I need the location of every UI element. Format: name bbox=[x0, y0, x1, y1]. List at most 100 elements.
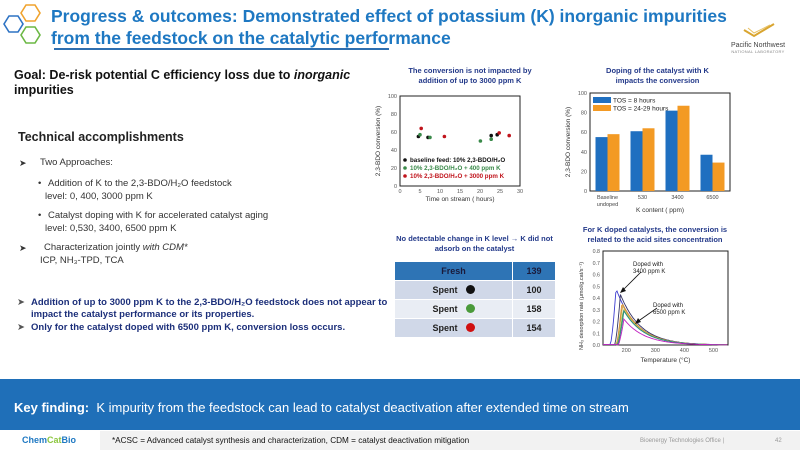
footnote: *ACSC = Advanced catalyst synthesis and … bbox=[112, 436, 470, 445]
annotation-arrow bbox=[636, 307, 658, 323]
arrow-bullet-icon: ➤ bbox=[17, 297, 25, 308]
arrow-bullet-icon: ➤ bbox=[17, 321, 25, 333]
y-tick-label: 60 bbox=[581, 130, 587, 136]
x-tick-label: 15 bbox=[457, 189, 463, 195]
bar bbox=[642, 128, 655, 191]
annotation-arrow bbox=[621, 271, 642, 292]
approach1-line2: level: 0, 400, 3000 ppm K bbox=[45, 191, 153, 202]
sample-label: Spent bbox=[432, 304, 458, 314]
y-tick-label: 0.3 bbox=[593, 308, 600, 314]
bar bbox=[677, 105, 690, 191]
chemcatbio-brand: ChemCatBio bbox=[22, 435, 76, 445]
y-tick-label: 100 bbox=[578, 91, 587, 97]
approaches-label: Two Approaches: bbox=[40, 157, 113, 168]
y-tick-label: 0 bbox=[394, 184, 397, 190]
x-tick-label: 10 bbox=[437, 189, 443, 195]
y-axis-label: 2,3-BDO conversion (%) bbox=[565, 107, 572, 177]
legend-swatch bbox=[593, 105, 611, 111]
legend-marker bbox=[403, 158, 407, 162]
arrowhead-icon bbox=[635, 318, 641, 324]
annotation-label: Doped with bbox=[653, 303, 683, 309]
y-tick-label: 80 bbox=[391, 112, 397, 118]
y-tick-label: 0.6 bbox=[593, 273, 600, 279]
table-row: Fresh 139 bbox=[395, 262, 555, 280]
y-tick-label: 60 bbox=[391, 130, 397, 136]
brand-part-chem: Chem bbox=[22, 435, 48, 445]
pnnl-logo: Pacific Northwest NATIONAL LABORATORY bbox=[718, 22, 798, 62]
chemcatbio-hex-logo-icon bbox=[3, 4, 41, 44]
key-finding-text: Key finding: K impurity from the feedsto… bbox=[14, 400, 629, 415]
bar bbox=[607, 134, 620, 191]
title-underline bbox=[54, 48, 389, 50]
bar bbox=[630, 131, 643, 191]
x-tick-label: 530 bbox=[638, 195, 647, 201]
x-tick-label: 6500 bbox=[706, 195, 718, 201]
annotation-label: Doped with bbox=[633, 262, 663, 268]
table-row: Spent 154 bbox=[395, 319, 555, 337]
x-tick-label: 200 bbox=[622, 348, 631, 354]
key-finding-banner bbox=[0, 379, 800, 430]
tpd-line-chart: 0.0 0.1 0.2 0.3 0.4 0.5 0.6 0.7 0.8 200 300 400 500 T… bbox=[579, 249, 729, 364]
sample-cell: Spent bbox=[395, 300, 513, 318]
series-color-dot-icon bbox=[465, 285, 475, 294]
y-tick-label: 0.0 bbox=[593, 343, 600, 349]
x-tick-label: 20 bbox=[477, 189, 483, 195]
characterization-italic: with CDM* bbox=[142, 242, 188, 253]
data-point bbox=[507, 133, 511, 138]
annotation-label: 3400 ppm K bbox=[633, 269, 665, 275]
k-table-title: No detectable change in K level → K did … bbox=[396, 234, 553, 253]
data-point bbox=[478, 139, 483, 143]
y-tick-label: 20 bbox=[581, 169, 587, 175]
x-tick-label: 300 bbox=[651, 348, 660, 354]
k-value-cell: 139 bbox=[513, 262, 555, 280]
legend-label: TOS = 24-29 hours bbox=[613, 106, 669, 113]
pnnl-name: Pacific Northwest bbox=[730, 42, 786, 49]
arrow-bullet-icon: ➤ bbox=[19, 243, 27, 253]
sample-label: Spent bbox=[432, 323, 458, 333]
pnnl-subtitle: NATIONAL LABORATORY bbox=[731, 49, 785, 54]
bar bbox=[712, 162, 725, 191]
page-number: 42 bbox=[775, 438, 782, 444]
x-tick-label: Baseline bbox=[597, 195, 618, 201]
bar-chart-title: Doping of the catalyst with K impacts th… bbox=[606, 66, 709, 85]
goal-statement: Goal: De-risk potential C efficiency los… bbox=[14, 68, 364, 98]
y-tick-label: 0.8 bbox=[593, 249, 600, 255]
table-row: Spent 100 bbox=[395, 281, 555, 299]
footer-bar bbox=[0, 431, 800, 450]
y-tick-label: 40 bbox=[581, 150, 587, 156]
legend-marker bbox=[403, 166, 407, 170]
y-tick-label: 40 bbox=[391, 148, 397, 154]
series-color-dot-icon bbox=[465, 304, 475, 313]
x-axis-label: Time on stream ( hours) bbox=[425, 196, 494, 203]
bar bbox=[700, 154, 713, 191]
dot-bullet-icon: • bbox=[38, 210, 42, 221]
finding-1-text: Addition of up to 3000 ppm K to the 2,3-… bbox=[31, 297, 388, 321]
bar bbox=[595, 137, 608, 191]
bar bbox=[665, 110, 678, 191]
x-axis-label: K content ( ppm) bbox=[636, 207, 684, 214]
k-value-cell: 154 bbox=[513, 319, 555, 337]
tpd-curve bbox=[603, 290, 728, 346]
sample-cell: Fresh bbox=[395, 262, 513, 280]
data-point bbox=[497, 131, 501, 135]
x-axis-label: Temperature (°C) bbox=[641, 356, 691, 364]
plot-frame bbox=[399, 95, 521, 187]
data-point bbox=[442, 134, 447, 139]
k-value-cell: 100 bbox=[513, 281, 555, 299]
scatter-chart-title: The conversion is not impacted by additi… bbox=[408, 66, 532, 85]
slide-title: Progress & outcomes: Demonstrated effect… bbox=[51, 6, 727, 48]
x-tick-label: 3400 bbox=[671, 195, 683, 201]
finding-item: ➤ Addition of up to 3000 ppm K to the 2,3… bbox=[17, 297, 397, 322]
tpd-curve bbox=[603, 318, 728, 346]
scatter-chart: 0 20 40 60 80 100 0 5 10 15 20 25 30 Time on stream (… bbox=[375, 94, 523, 203]
characterization-line2: ICP, NH₃-TPD, TCA bbox=[40, 255, 124, 266]
legend-label: 10% 2,3-BDO/H₂O + 3000 ppm K bbox=[410, 173, 505, 180]
finding-2-text: Only for the catalyst doped with 6500 pp… bbox=[31, 321, 346, 333]
x-tick-label: 400 bbox=[680, 348, 689, 354]
y-tick-label: 20 bbox=[391, 166, 397, 172]
arrowhead-icon bbox=[620, 287, 626, 293]
legend-label: baseline feed: 10% 2,3-BDO/H₂O bbox=[410, 157, 505, 164]
finding-item: ➤ Only for the catalyst doped with 6500 p… bbox=[17, 322, 397, 334]
plot-frame bbox=[589, 92, 731, 192]
goal-prefix: Goal: De-risk potential C efficiency los… bbox=[14, 68, 294, 82]
